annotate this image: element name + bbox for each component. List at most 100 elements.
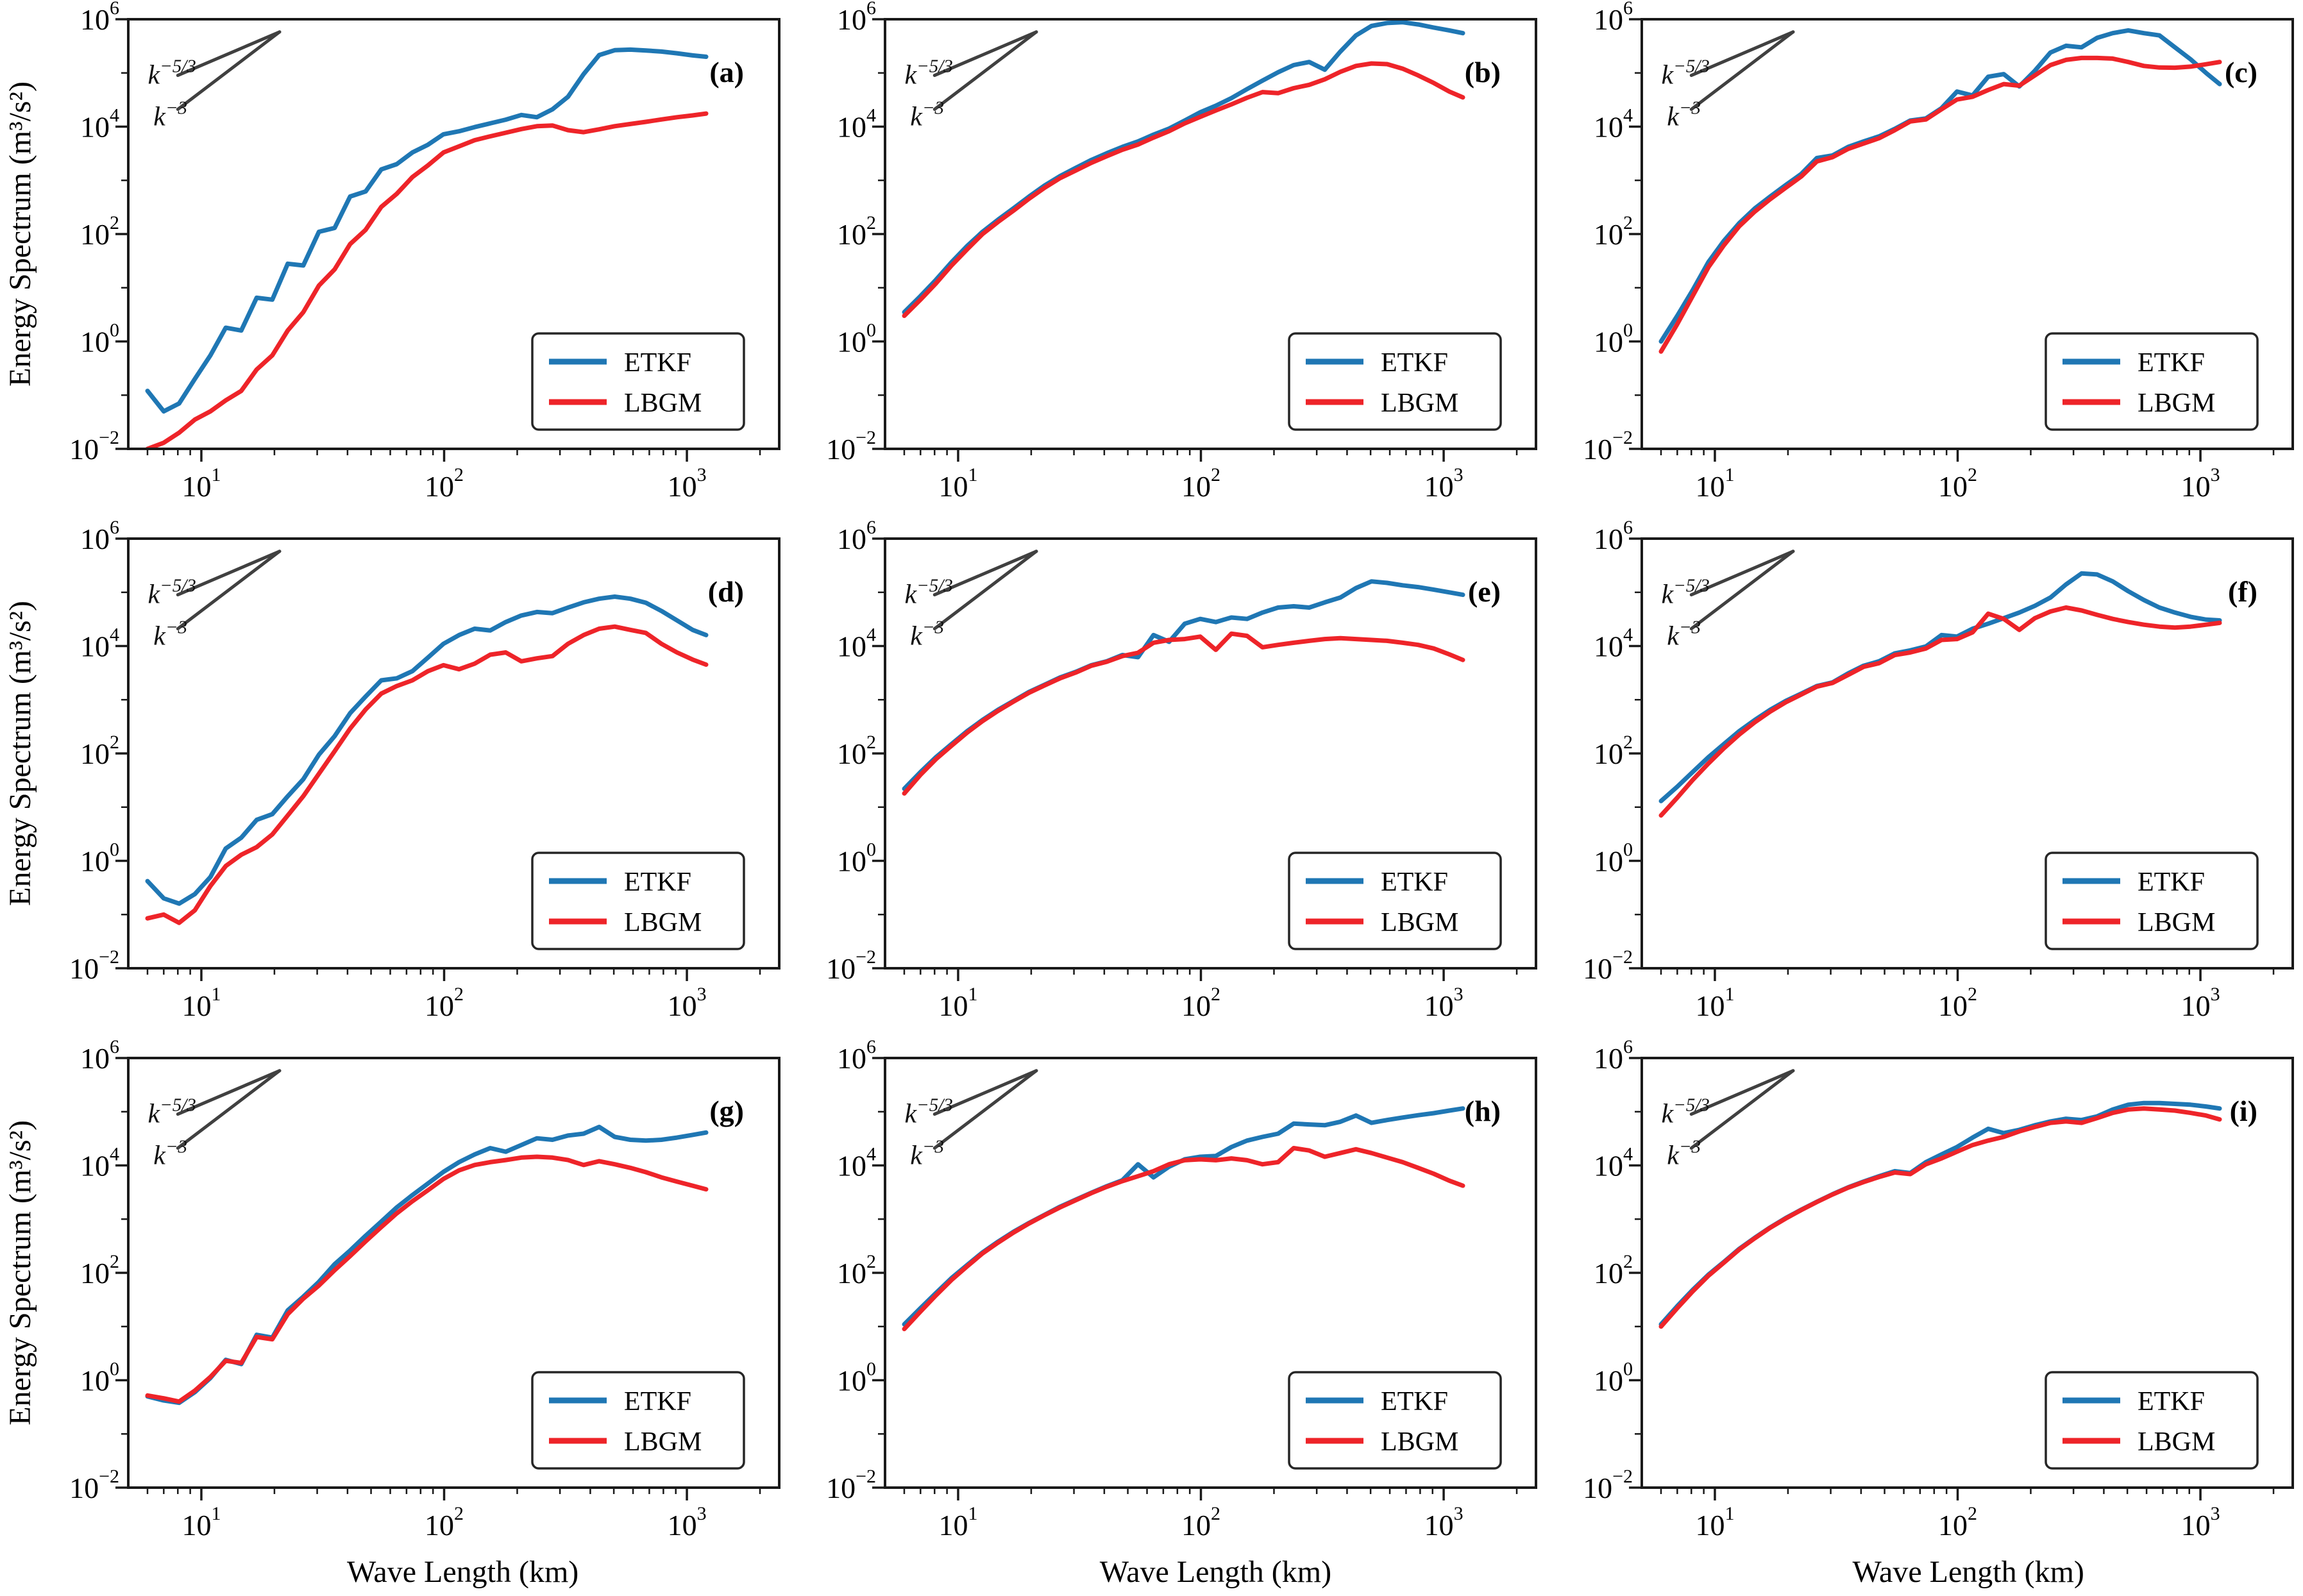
panel-d: 101 102 103 10−2 100 102 104 106 k−5/3 k−3 ETKF LBG… bbox=[48, 519, 792, 1032]
y-tick-label: 106 bbox=[1594, 519, 1633, 555]
y-tick-label: 106 bbox=[80, 1039, 119, 1075]
y-axis-label: Energy Spectrum (m³/s²) bbox=[3, 81, 37, 387]
axes-frame bbox=[884, 18, 1537, 450]
x-tick-label: 102 bbox=[425, 984, 464, 1022]
y-tick-label: 104 bbox=[80, 625, 119, 663]
panel-letter: (e) bbox=[1468, 575, 1501, 608]
y-tick-label: 106 bbox=[837, 519, 876, 555]
axes-frame bbox=[884, 1057, 1537, 1489]
row-2: Energy Spectrum (m³/s²) 101 102 103 10−2 100… bbox=[0, 519, 2303, 1032]
k-5-3-reference-line bbox=[1689, 1069, 1795, 1116]
panel-letter: (b) bbox=[1465, 56, 1501, 88]
legend: ETKF LBGM bbox=[1288, 332, 1502, 431]
y-tick-label: 100 bbox=[1594, 839, 1633, 878]
legend-label-lbgm: LBGM bbox=[1381, 1427, 1458, 1457]
legend: ETKF LBGM bbox=[531, 1371, 745, 1470]
y-tick-label: 106 bbox=[80, 0, 119, 36]
legend-label-etkf: ETKF bbox=[2138, 1387, 2205, 1416]
legend-label-lbgm: LBGM bbox=[1381, 389, 1458, 418]
panel-letter: (h) bbox=[1465, 1095, 1501, 1127]
y-tick-label: 104 bbox=[837, 105, 876, 144]
legend: ETKF LBGM bbox=[531, 852, 745, 950]
axes-frame bbox=[1641, 18, 2294, 450]
k-5-3-label: k−5/3 bbox=[148, 576, 196, 610]
x-tick-label: 103 bbox=[668, 1503, 707, 1541]
legend-label-etkf: ETKF bbox=[624, 348, 691, 378]
etkf-line bbox=[902, 579, 1465, 791]
y-tick-label: 100 bbox=[837, 839, 876, 878]
panel-b: 101 102 103 10−2 100 102 104 106 k−5/3 k−3 ETKF LBG… bbox=[805, 0, 1549, 513]
legend-label-etkf: ETKF bbox=[2138, 868, 2205, 897]
lbgm-line bbox=[902, 1146, 1465, 1332]
y-tick-label: 104 bbox=[837, 625, 876, 663]
x-tick-label: 102 bbox=[1181, 1503, 1220, 1541]
k-3-label: k−3 bbox=[153, 1137, 187, 1171]
legend-box bbox=[1288, 332, 1502, 431]
x-tick-label: 102 bbox=[1938, 464, 1977, 503]
k-5-3-label: k−5/3 bbox=[1662, 576, 1710, 610]
x-tick-label: 103 bbox=[2181, 984, 2220, 1022]
k-5-3-reference-line bbox=[932, 30, 1038, 78]
k-3-label: k−3 bbox=[1667, 1137, 1701, 1171]
panel-letter: (g) bbox=[709, 1095, 744, 1127]
y-tick-label: 104 bbox=[1594, 1144, 1633, 1182]
x-tick-label: 102 bbox=[1181, 984, 1220, 1022]
y-tick-label: 100 bbox=[837, 320, 876, 358]
y-tick-label: 102 bbox=[1594, 732, 1633, 770]
axes-frame bbox=[127, 18, 780, 450]
legend-box bbox=[2045, 1371, 2259, 1470]
lbgm-line bbox=[1658, 1106, 2222, 1329]
legend-box bbox=[1288, 852, 1502, 950]
y-tick-label: 10−2 bbox=[1583, 427, 1633, 466]
panel-d-plot: 101 102 103 10−2 100 102 104 106 k−5/3 k−3 ETKF LBG… bbox=[69, 519, 780, 1022]
y-tick-label: 106 bbox=[1594, 0, 1633, 36]
k-3-label: k−3 bbox=[1667, 617, 1701, 651]
x-tick-label: 103 bbox=[1424, 984, 1464, 1022]
x-tick-label: 103 bbox=[2181, 464, 2220, 503]
legend: ETKF LBGM bbox=[1288, 1371, 1502, 1470]
k-5-3-label: k−5/3 bbox=[905, 56, 953, 90]
x-tick-label: 101 bbox=[938, 984, 977, 1022]
panel-g-plot: 101 102 103 10−2 100 102 104 106 k−5/3 k−3 ETKF LBG… bbox=[69, 1039, 780, 1541]
k-5-3-reference-line bbox=[176, 1069, 282, 1116]
k-5-3-reference-line bbox=[932, 1069, 1038, 1116]
k-3-label: k−3 bbox=[153, 98, 187, 132]
legend: ETKF LBGM bbox=[531, 332, 745, 431]
y-tick-label: 100 bbox=[837, 1359, 876, 1397]
legend-box bbox=[2045, 332, 2259, 431]
k-3-reference-line bbox=[932, 30, 1038, 112]
x-axis-label: Wave Length (km) bbox=[1852, 1555, 2084, 1589]
panel-f: 101 102 103 10−2 100 102 104 106 k−5/3 k−3 ETKF LBG… bbox=[1562, 519, 2303, 1032]
x-tick-label: 102 bbox=[425, 464, 464, 503]
y-tick-label: 104 bbox=[80, 105, 119, 144]
legend: ETKF LBGM bbox=[1288, 852, 1502, 950]
legend-label-lbgm: LBGM bbox=[2138, 908, 2215, 937]
x-tick-label: 101 bbox=[181, 464, 221, 503]
etkf-line bbox=[902, 1106, 1465, 1327]
x-axis-label-col3: Wave Length (km) bbox=[1563, 1555, 2303, 1596]
panel-a-plot: 101 102 103 10−2 100 102 104 106 k−5/3 k−3 ETKF LBG… bbox=[69, 0, 780, 503]
y-tick-label: 10−2 bbox=[69, 1466, 119, 1504]
k-3-reference-line bbox=[1689, 550, 1795, 631]
y-tick-label: 106 bbox=[837, 0, 876, 36]
panel-i-plot: 101 102 103 10−2 100 102 104 106 k−5/3 k−3 ETKF LBG… bbox=[1583, 1039, 2294, 1541]
y-tick-label: 104 bbox=[1594, 105, 1633, 144]
k-5-3-label: k−5/3 bbox=[905, 576, 953, 610]
panel-a: 101 102 103 10−2 100 102 104 106 k−5/3 k−3 ETKF LBG… bbox=[48, 0, 792, 513]
legend-box bbox=[2045, 852, 2259, 950]
x-tick-label: 103 bbox=[668, 464, 707, 503]
legend-label-etkf: ETKF bbox=[624, 868, 691, 897]
legend-label-lbgm: LBGM bbox=[2138, 1427, 2215, 1457]
y-tick-label: 100 bbox=[80, 1359, 119, 1397]
k-3-reference-line bbox=[176, 1069, 282, 1150]
y-tick-label: 106 bbox=[1594, 1039, 1633, 1075]
panel-letter: (d) bbox=[708, 575, 744, 608]
legend: ETKF LBGM bbox=[2045, 1371, 2259, 1470]
etkf-line bbox=[1658, 571, 2222, 803]
x-tick-label: 101 bbox=[181, 1503, 221, 1541]
panel-g: 101 102 103 10−2 100 102 104 106 k−5/3 k−3 ETKF LBG… bbox=[48, 1039, 792, 1552]
panel-letter: (f) bbox=[2228, 575, 2257, 608]
k-3-label: k−3 bbox=[910, 1137, 944, 1171]
y-tick-label: 10−2 bbox=[826, 427, 876, 466]
x-axis-label: Wave Length (km) bbox=[1099, 1555, 1332, 1589]
